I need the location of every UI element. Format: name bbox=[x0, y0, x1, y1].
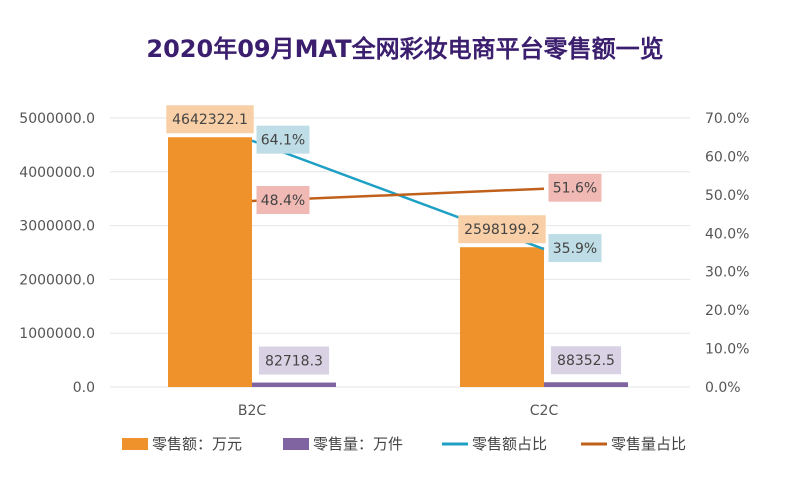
bar-data-label: 82718.3 bbox=[265, 354, 323, 370]
legend-label: 零售量占比 bbox=[611, 435, 686, 453]
right-tick-label: 30.0% bbox=[705, 265, 749, 281]
right-tick-label: 40.0% bbox=[705, 226, 749, 242]
left-tick-label: 5000000.0 bbox=[19, 111, 95, 127]
bar-sales-volume bbox=[252, 382, 336, 387]
right-tick-label: 70.0% bbox=[705, 111, 749, 127]
legend-swatch bbox=[122, 438, 148, 450]
line-data-label-bg bbox=[548, 234, 602, 263]
left-tick-label: 4000000.0 bbox=[19, 165, 95, 181]
line-data-label-bg bbox=[256, 186, 310, 215]
left-tick-label: 2000000.0 bbox=[19, 272, 95, 288]
right-tick-label: 50.0% bbox=[705, 188, 749, 204]
data-labels: 4642322.1 2598199.2 82718.3 88352.5 64.1% 35.… bbox=[166, 105, 622, 375]
bar-data-label: 2598199.2 bbox=[464, 222, 540, 238]
line-data-label: 64.1% bbox=[261, 133, 305, 149]
legend: 零售额：万元 零售量：万件 零售额占比 零售量占比 bbox=[122, 435, 686, 453]
bar-data-label-bg bbox=[258, 346, 330, 375]
bar-data-label-bg bbox=[166, 105, 254, 134]
bar-data-label-bg bbox=[458, 215, 546, 244]
left-tick-label: 3000000.0 bbox=[19, 219, 95, 235]
bar-sales-volume bbox=[544, 382, 628, 387]
bar-sales-amount bbox=[168, 137, 252, 387]
left-tick-label: 1000000.0 bbox=[19, 326, 95, 342]
bar-data-label-bg bbox=[550, 346, 622, 375]
right-axis-ticks: 0.0% 10.0% 20.0% 30.0% 40.0% 50.0% 60.0% 70.0% bbox=[705, 111, 749, 396]
category-label: C2C bbox=[530, 403, 559, 419]
right-tick-label: 60.0% bbox=[705, 149, 749, 165]
chart-title: 2020年09月MAT全网彩妆电商平台零售额一览 bbox=[146, 35, 663, 63]
bars bbox=[168, 137, 628, 387]
right-tick-label: 0.0% bbox=[705, 380, 741, 396]
bar-data-label: 4642322.1 bbox=[172, 112, 248, 128]
legend-label: 零售量：万件 bbox=[313, 435, 403, 453]
bar-sales-amount bbox=[460, 247, 544, 387]
right-tick-label: 10.0% bbox=[705, 342, 749, 358]
category-label: B2C bbox=[238, 403, 267, 419]
category-labels: B2C C2C bbox=[238, 403, 559, 419]
line-data-label: 48.4% bbox=[261, 193, 305, 209]
legend-label: 零售额：万元 bbox=[152, 435, 242, 453]
legend-swatch bbox=[283, 438, 309, 450]
line-data-label-bg bbox=[256, 125, 310, 154]
bar-data-label: 88352.5 bbox=[557, 353, 615, 369]
line-data-label-bg bbox=[548, 173, 602, 202]
left-axis-ticks: 0.0 1000000.0 2000000.0 3000000.0 4000000.0 5… bbox=[19, 111, 95, 396]
legend-label: 零售额占比 bbox=[472, 435, 547, 453]
right-tick-label: 20.0% bbox=[705, 303, 749, 319]
left-tick-label: 0.0 bbox=[73, 380, 95, 396]
line-data-label: 35.9% bbox=[553, 241, 597, 257]
line-data-label: 51.6% bbox=[553, 181, 597, 197]
